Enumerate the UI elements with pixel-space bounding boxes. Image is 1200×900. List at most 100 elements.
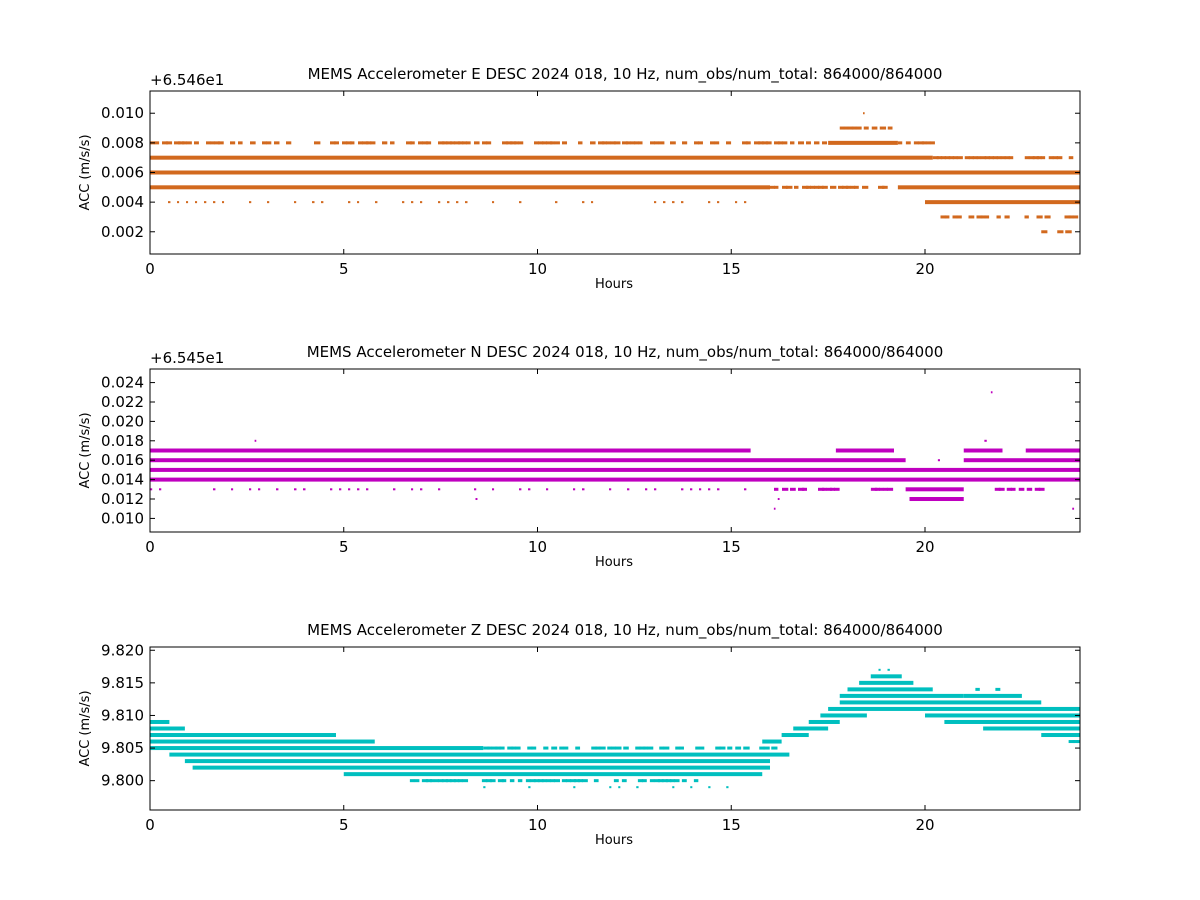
data-point [510,141,517,145]
data-point [621,779,627,783]
data-point [438,201,441,204]
data-point [672,786,675,789]
data-point [573,488,576,491]
data-point [814,141,820,145]
data-point [565,779,572,783]
data-point [754,141,761,145]
data-point [519,488,522,491]
data-point [855,126,862,130]
data-band-segment [820,713,867,718]
data-point [411,488,414,491]
data-point [267,201,270,204]
data-band-segment [983,726,1080,731]
data-point [515,746,521,750]
data-point [944,156,951,160]
data-point [573,786,576,789]
data-point [213,488,216,491]
data-point [409,779,415,783]
data-point [798,141,805,145]
data-band [909,497,964,502]
data-band-segment [343,772,763,777]
data-point [759,746,765,750]
data-band [150,746,484,751]
x-axis-label: Hours [595,833,633,848]
data-point [618,786,621,789]
data-point [863,126,869,130]
data-point [834,487,840,491]
data-point [952,156,958,160]
data-band [1025,448,1080,453]
data-band-segment [905,487,964,492]
y-tick-label: 0.008 [101,134,144,152]
data-point [497,779,504,783]
data-band [990,391,993,394]
data-band-segment [963,458,1080,463]
data-point [645,488,648,491]
data-band-segment [150,448,751,453]
data-point [357,201,360,204]
data-point [850,185,856,189]
data-point [658,141,665,145]
data-point [481,779,488,783]
data-point [421,779,429,783]
data-point [742,141,748,145]
data-point [1052,156,1059,160]
data-band-segment [1025,448,1080,453]
data-point [159,488,162,491]
data-point [654,201,657,204]
data-point [450,141,456,145]
data-band-segment [150,155,933,160]
data-point [1072,740,1078,744]
data-point [186,141,192,145]
data-point [501,779,507,783]
data-point [266,141,272,145]
data-point [458,141,464,145]
y-tick-label: 0.016 [101,451,144,469]
data-point [1004,156,1010,160]
data-band-segment [150,733,336,738]
data-point [195,201,198,204]
data-band [925,713,1080,718]
data-point [174,141,181,145]
data-point [531,746,537,750]
x-tick-label: 10 [528,816,547,834]
data-point [581,779,588,783]
y-tick-label: 9.805 [101,739,144,757]
data-marks [150,391,1080,510]
data-band-segment [169,752,790,757]
data-band [839,126,893,130]
data-point [763,746,770,750]
data-point [878,185,885,189]
x-tick-label: 10 [528,260,547,278]
data-point [715,746,722,750]
data-point [422,141,429,145]
data-band-segment [184,759,770,764]
data-point [346,141,352,145]
data-point [413,779,420,783]
data-band [150,726,185,731]
data-band [1068,740,1080,744]
data-point [708,786,711,789]
data-point [693,779,699,783]
data-point [929,141,935,145]
data-band-segment [828,140,898,145]
data-band [828,140,898,145]
data-point [314,141,321,145]
data-point [610,141,616,145]
data-point [826,487,832,491]
data-point [457,779,463,783]
data-point [1018,487,1025,491]
data-point [937,459,940,462]
data-point [339,488,342,491]
data-band [762,739,782,744]
data-point [1048,156,1054,160]
data-point [545,779,551,783]
data-point [375,201,378,204]
axis-offset-label: +6.545e1 [150,349,224,367]
data-point [222,201,225,204]
data-point [1056,156,1063,160]
x-tick-label: 5 [339,816,349,834]
data-band [828,706,925,711]
data-point [357,488,360,491]
data-point [489,779,496,783]
